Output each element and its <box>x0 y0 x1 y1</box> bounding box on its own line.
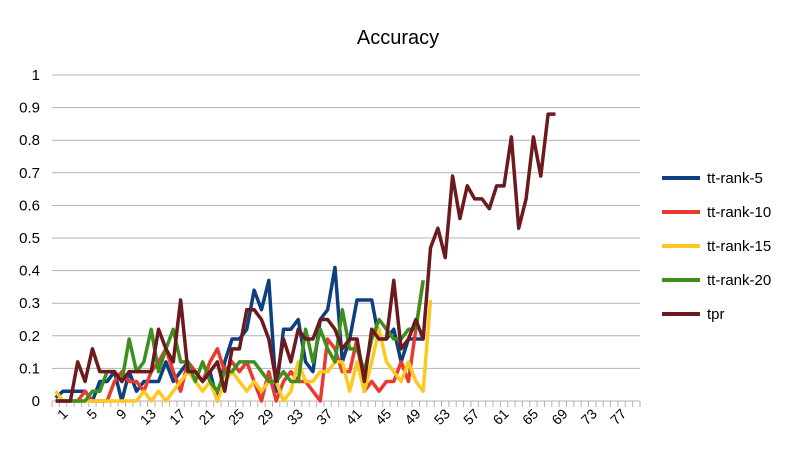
x-tick-label: 73 <box>578 405 600 427</box>
legend-label: tt-rank-5 <box>707 170 763 187</box>
x-tick-label: 41 <box>342 405 364 427</box>
x-tick-label: 13 <box>137 405 159 427</box>
x-tick-label: 53 <box>431 405 453 427</box>
x-tick-label: 65 <box>519 405 541 427</box>
legend: tt-rank-5 tt-rank-10 tt-rank-15 tt-rank-20 t… <box>662 170 771 323</box>
x-tick-label: 69 <box>548 405 570 427</box>
series-line-tpr <box>55 112 556 403</box>
x-tick-label: 17 <box>166 405 188 427</box>
x-tick-label: 25 <box>225 405 247 427</box>
x-tick-label: 77 <box>607 405 629 427</box>
y-tick-label: 0.6 <box>19 197 40 214</box>
y-tick-label: 0.9 <box>19 100 40 117</box>
x-tick-label: 5 <box>83 405 100 422</box>
x-tick-label: 33 <box>284 405 306 427</box>
series-lines <box>54 112 556 403</box>
y-tick-label: 0.4 <box>19 263 40 280</box>
y-tick-label: 0.2 <box>19 328 40 345</box>
x-tick-label: 45 <box>372 405 394 427</box>
y-axis-ticks: 0 0.1 0.2 0.3 0.4 0.5 0.6 0.7 0.8 0.9 1 <box>19 67 40 410</box>
chart-title: Accuracy <box>357 27 439 49</box>
x-tick-label: 29 <box>254 405 276 427</box>
y-tick-label: 0.3 <box>19 295 40 312</box>
legend-label: tt-rank-20 <box>707 272 771 289</box>
y-tick-label: 0.7 <box>19 165 40 182</box>
legend-label: tt-rank-15 <box>707 238 771 255</box>
legend-label: tpr <box>707 306 725 323</box>
x-tick-label: 9 <box>113 405 130 422</box>
legend-label: tt-rank-10 <box>707 204 771 221</box>
x-tick-label: 21 <box>195 405 217 427</box>
series-line-tt-rank-15 <box>54 299 433 403</box>
y-tick-label: 0.1 <box>19 360 40 377</box>
x-axis: 1 5 9 13 17 21 25 29 33 37 41 45 49 53 57 61 65 69 73 77 <box>51 400 641 428</box>
y-tick-label: 0 <box>32 393 40 410</box>
x-tick-label: 57 <box>460 405 482 427</box>
x-tick-label: 1 <box>54 405 71 422</box>
y-tick-label: 0.8 <box>19 132 40 149</box>
x-tick-label: 49 <box>401 405 423 427</box>
y-tick-label: 0.5 <box>19 230 40 247</box>
series-line-tt-rank-5 <box>54 265 424 403</box>
x-tick-label: 61 <box>489 405 511 427</box>
x-tick-label: 37 <box>313 405 335 427</box>
y-tick-label: 1 <box>32 67 40 84</box>
